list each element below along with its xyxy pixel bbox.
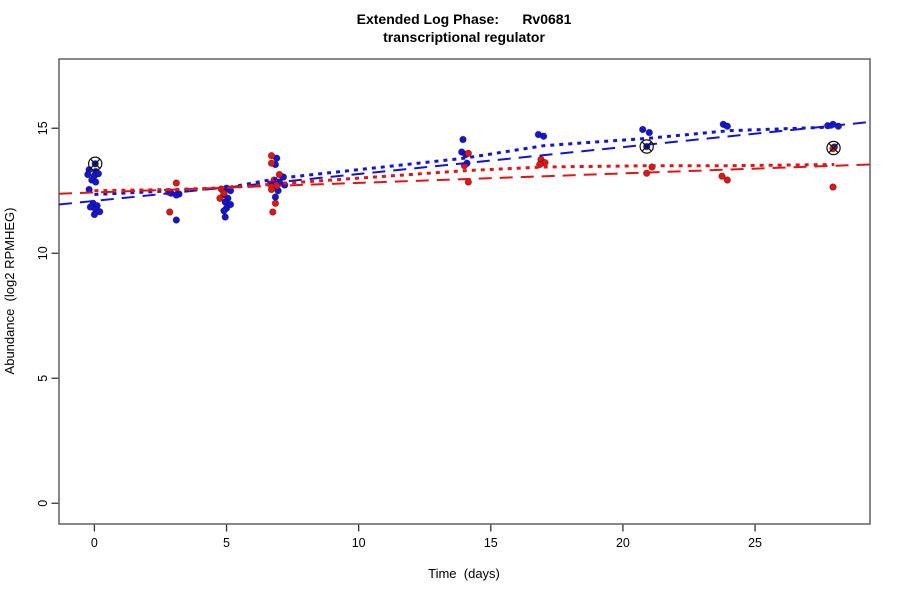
- blue-point: [723, 122, 731, 130]
- y-tick-label: 0: [36, 500, 50, 507]
- x-axis-label: Time (days): [428, 566, 500, 581]
- blue-point: [221, 213, 229, 221]
- flagged-markers-layer: [88, 139, 841, 171]
- blue-point: [95, 207, 104, 216]
- x-tick-label: 5: [223, 536, 230, 550]
- flagged-point-marker: [826, 140, 841, 156]
- flagged-point-marker: [639, 139, 654, 154]
- chart-title-line1: Extended Log Phase: Rv0681: [357, 11, 572, 27]
- circle-x-icon: [826, 140, 841, 156]
- red-point: [267, 159, 276, 167]
- red-point: [723, 176, 731, 184]
- blue-point: [645, 128, 653, 137]
- blue-point: [271, 193, 280, 201]
- flagged-point-marker: [88, 156, 103, 171]
- blue-point: [639, 125, 647, 134]
- blue-point: [172, 216, 180, 224]
- x-tick-label: 10: [352, 536, 366, 550]
- red-point: [216, 194, 224, 202]
- red-point: [269, 208, 277, 216]
- blue-point: [220, 207, 228, 215]
- x-tick-label: 20: [616, 536, 630, 550]
- axis-ticks-layer: 0 5 10 15 20 25 0 5 10 15: [36, 121, 762, 550]
- plot-border: [58, 58, 871, 525]
- y-tick-label: 5: [36, 375, 50, 382]
- y-tick-label: 15: [36, 121, 50, 135]
- red-point: [267, 151, 276, 160]
- circle-x-icon: [639, 139, 654, 154]
- blue-point: [84, 170, 92, 179]
- red-point: [220, 189, 228, 197]
- circle-x-icon: [828, 142, 839, 154]
- x-tick-label: 15: [484, 536, 498, 550]
- red-point: [165, 208, 174, 216]
- red-point: [267, 185, 276, 194]
- red-point: [172, 179, 180, 187]
- circle-x-icon: [641, 141, 652, 152]
- blue-point: [91, 178, 100, 186]
- red-point: [464, 149, 472, 157]
- circle-x-icon: [88, 156, 103, 171]
- x-tick-label: 0: [91, 536, 98, 550]
- red-point: [718, 172, 726, 180]
- y-axis-label: Abundance (log2 RPMHEG): [2, 208, 17, 375]
- circle-x-icon: [90, 158, 101, 169]
- trend-lines-layer: [58, 121, 871, 206]
- blue-point: [459, 135, 467, 144]
- blue-point: [94, 169, 103, 178]
- red-point: [271, 199, 280, 207]
- x-tick-label: 25: [748, 536, 762, 550]
- trend-line-blue-lowess-dotted: [94, 125, 835, 196]
- chart-title-line2: transcriptional regulator: [383, 29, 545, 45]
- blue-point: [90, 210, 99, 219]
- trend-line-red-lowess-dotted: [94, 163, 835, 193]
- blue-point: [539, 132, 548, 140]
- y-tick-label: 10: [36, 246, 50, 260]
- red-point: [829, 183, 837, 191]
- red-point: [275, 170, 284, 179]
